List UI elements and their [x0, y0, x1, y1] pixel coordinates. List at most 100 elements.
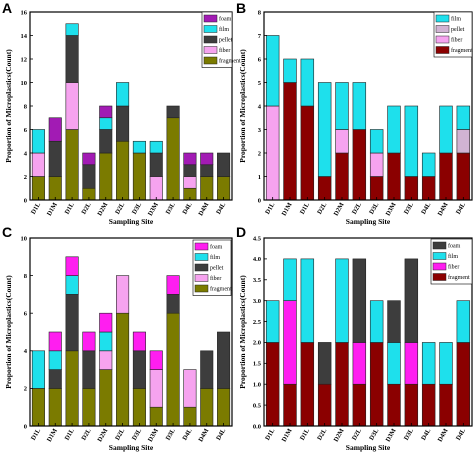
bar-segment-fragment-3: [300, 105, 315, 201]
bar-segment-film-5: [335, 258, 349, 343]
y-tick-label: 7: [258, 33, 262, 40]
y-tick-label: 0: [24, 423, 27, 430]
x-tick-label: D2L: [114, 201, 127, 216]
bar-segment-foam-2: [48, 331, 62, 352]
x-tick-label: D2L: [316, 427, 329, 442]
bar-segment-pellet-10: [183, 164, 197, 177]
legend-swatch-film: [432, 252, 447, 260]
y-tick-label: 4.0: [253, 256, 261, 263]
x-tick-label: D1L: [299, 201, 312, 216]
bar-segment-pellet-2: [48, 140, 62, 177]
legend-swatch-pellet: [435, 25, 450, 33]
x-tick-label: D4L: [181, 201, 194, 216]
y-tick-label: 0.0: [253, 423, 261, 430]
bar-segment-fragment-11: [200, 176, 214, 201]
bar-segment-film-2: [283, 258, 297, 301]
legend-label-film: film: [451, 16, 461, 23]
panel-d: D 0.0 0.5 1.0 1.5 2.0 2.5 3.0 3.5 4.0 4.5 D1L D1M D1L…: [236, 224, 473, 452]
y-tick-label: 14: [21, 33, 28, 40]
bar-segment-fragment-12: [456, 342, 471, 427]
bar-segment-fragment-11: [439, 152, 453, 201]
bar-segment-fragment-10: [421, 383, 436, 427]
bar-segment-film-7: [369, 300, 384, 343]
legend-label-pellet: pellet: [210, 266, 224, 272]
bar-segment-fragment-9: [166, 312, 180, 427]
bar-segment-film-10: [421, 152, 436, 177]
y-tick-label: 1.0: [253, 382, 261, 389]
bar-segment-foam-8: [387, 300, 401, 343]
bar-segment-foam-11: [200, 152, 214, 166]
x-tick-label: D3L: [368, 201, 381, 216]
bar-segment-film-10: [421, 342, 436, 385]
bar-segment-pellet-12: [456, 129, 471, 154]
bar-segment-film-6: [352, 82, 367, 130]
panel-b: B 0 1 2 3 4 5 6 7 8 D1L D1M D1L D2L D2M D2L D3L D3M D3L D4L…: [236, 0, 473, 226]
bar-segment-film-4: [317, 82, 332, 177]
bar-segment-film-11: [439, 342, 453, 385]
legend-swatch-fragment: [432, 273, 447, 281]
bar-segment-fiber-1: [265, 105, 280, 201]
legend-label-fragment: fragment: [210, 286, 232, 293]
bar-segment-film-1: [31, 350, 45, 389]
legend-swatch-foam: [194, 242, 209, 251]
bar-segment-film-7: [132, 140, 146, 154]
legend-swatch-fragment: [203, 56, 218, 65]
bar-segment-pellet-12: [217, 331, 231, 389]
x-tick-label: D4M: [197, 202, 210, 218]
bar-segment-film-11: [439, 105, 453, 154]
bar-segment-foam-4: [317, 342, 332, 385]
bar-segment-fragment-7: [369, 176, 384, 201]
bar-segment-film-8: [387, 105, 401, 154]
bar-segment-film-7: [369, 129, 384, 154]
legend-swatch-fiber: [432, 262, 447, 271]
legend-swatch-fiber: [194, 274, 209, 282]
bar-segment-fragment-1: [31, 176, 45, 201]
y-tick-label: 12: [21, 56, 28, 63]
bar-segment-foam-7: [132, 331, 146, 352]
x-tick-label: D4L: [181, 427, 194, 442]
x-tick-label: D2L: [80, 427, 93, 442]
bar-segment-fragment-8: [387, 383, 401, 427]
x-tick-label: D3M: [147, 202, 160, 218]
panel-letter: C: [2, 224, 12, 240]
bar-segment-fragment-2: [48, 176, 62, 201]
bar-segment-film-12: [456, 105, 471, 130]
bar-segment-film-3: [65, 23, 79, 36]
legend-swatch-foam: [203, 14, 218, 23]
legend-label-foam: foam: [219, 16, 232, 23]
bar-segment-pellet-5: [99, 129, 113, 154]
x-tick-label: D1M: [46, 428, 59, 444]
bar-segment-fragment-9: [404, 383, 419, 427]
bar-segment-pellet-3: [65, 35, 79, 83]
x-tick-label: D4M: [437, 202, 450, 218]
bar-segment-fragment-7: [132, 152, 146, 201]
bar-segment-film-12: [456, 300, 471, 343]
bar-segment-fragment-7: [369, 342, 384, 427]
y-tick-label: 6: [24, 311, 28, 318]
legend-swatch-fragment: [435, 46, 450, 54]
y-tick-label: 4.5: [253, 235, 262, 242]
bar-segment-fragment-9: [404, 176, 419, 201]
legend-label-film: film: [210, 254, 220, 261]
bar-segment-fragment-6: [352, 129, 367, 201]
bar-segment-film-5: [99, 331, 113, 352]
x-tick-label: D1L: [299, 427, 312, 442]
bar-segment-film-2: [48, 350, 62, 370]
legend: foam film pellet fiber fragment: [192, 239, 232, 296]
bar-segment-pellet-2: [48, 369, 62, 389]
legend-label-fiber: fiber: [219, 47, 230, 54]
x-tick-label: D2L: [351, 427, 364, 442]
bar-segment-fragment-8: [387, 152, 401, 201]
x-tick-label: D3L: [131, 427, 144, 442]
x-tick-label: D3L: [165, 201, 178, 216]
panel-letter: B: [236, 0, 246, 16]
bar-segment-fragment-5: [99, 369, 113, 427]
y-tick-label: 0: [24, 197, 27, 204]
bar-segment-pellet-9: [166, 105, 180, 119]
bar-segment-foam-8: [149, 350, 163, 370]
bar-segment-foam-10: [183, 152, 197, 166]
x-tick-label: D3L: [403, 427, 416, 442]
y-tick-label: 0.5: [253, 402, 262, 409]
bar-segment-fiber-7: [369, 152, 384, 177]
x-tick-label: D3M: [147, 428, 160, 444]
